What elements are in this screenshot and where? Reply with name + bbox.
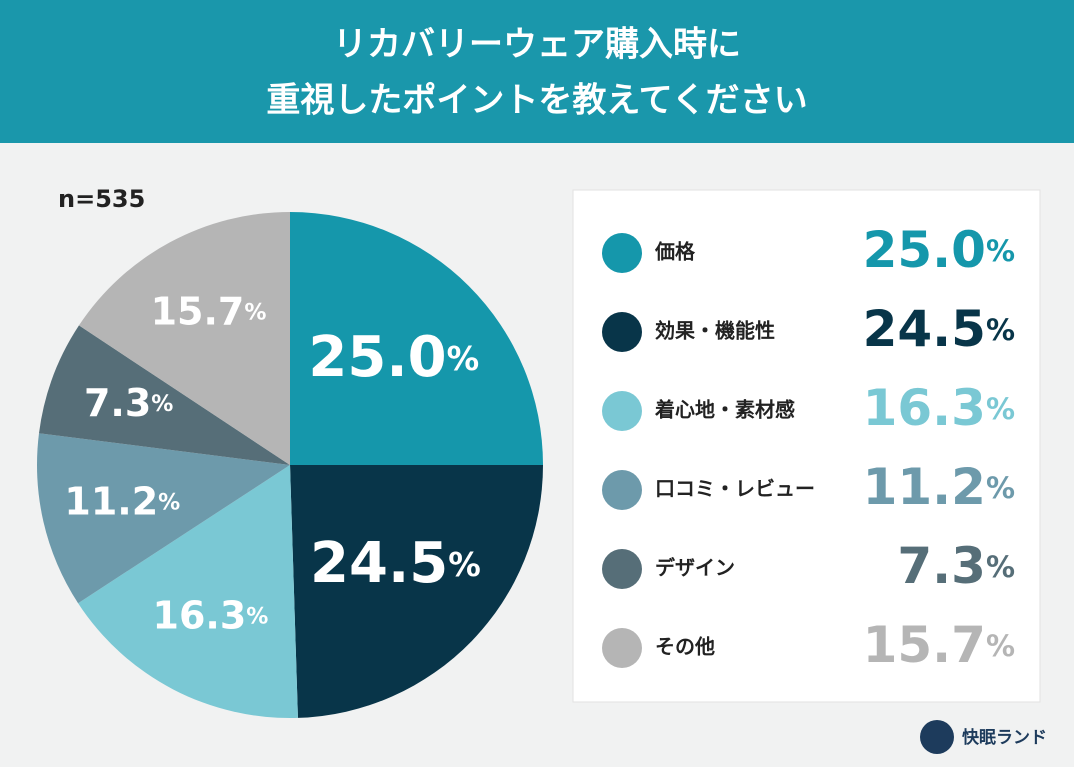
pie-slice bbox=[38, 325, 290, 465]
chart-title: リカバリーウェア購入時に bbox=[333, 25, 741, 65]
legend-swatch bbox=[602, 233, 642, 273]
value-label: 7.3% bbox=[84, 381, 173, 425]
legend-label: 着心地・素材感 bbox=[654, 398, 795, 422]
value-label: 24.5% bbox=[310, 531, 481, 596]
legend-swatch bbox=[602, 549, 642, 589]
value-label: 11.2% bbox=[64, 479, 180, 523]
pie-slice bbox=[78, 212, 291, 465]
chart-title: 重視したポイントを教えてください bbox=[266, 81, 807, 121]
legend-swatch bbox=[602, 628, 642, 668]
value-label: 15.7% bbox=[151, 289, 267, 333]
value-label: 24.5% bbox=[863, 300, 1015, 358]
pie-slice bbox=[290, 212, 543, 465]
value-label: 25.0% bbox=[863, 221, 1015, 279]
brand-logo bbox=[920, 720, 954, 754]
legend-label: 価格 bbox=[654, 240, 696, 264]
sample-size: n=535 bbox=[58, 185, 145, 213]
pie-slice bbox=[37, 433, 290, 604]
legend-label: 効果・機能性 bbox=[655, 319, 775, 343]
legend-swatch bbox=[602, 391, 642, 431]
value-label: 7.3% bbox=[897, 537, 1015, 595]
header-band bbox=[0, 0, 1074, 143]
pie-slice bbox=[290, 465, 543, 718]
legend-label: デザイン bbox=[655, 556, 735, 580]
value-label: 16.3% bbox=[863, 379, 1015, 437]
legend-swatch bbox=[602, 312, 642, 352]
pie-slice bbox=[78, 465, 298, 719]
value-label: 15.7% bbox=[863, 616, 1015, 674]
legend-box bbox=[572, 189, 1041, 703]
legend-label: 口コミ・レビュー bbox=[655, 477, 815, 501]
value-label: 16.3% bbox=[153, 593, 269, 637]
legend-swatch bbox=[602, 470, 642, 510]
legend-label: その他 bbox=[655, 635, 715, 659]
value-label: 25.0% bbox=[308, 325, 479, 390]
value-label: 11.2% bbox=[863, 458, 1015, 516]
brand-name: 快眠ランド bbox=[962, 727, 1047, 748]
